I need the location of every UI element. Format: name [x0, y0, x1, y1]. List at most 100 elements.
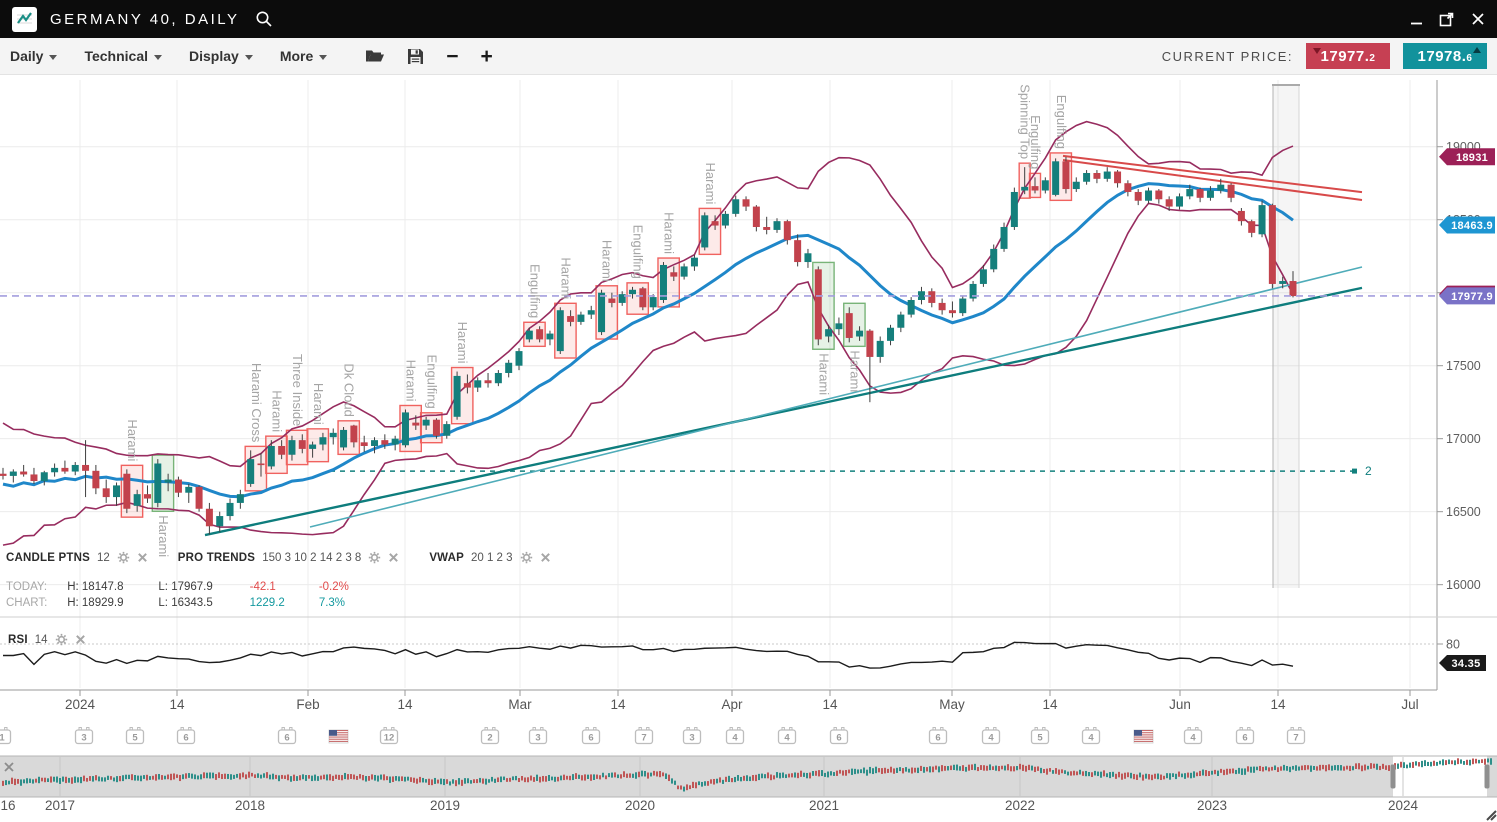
search-icon[interactable] — [255, 10, 273, 28]
calendar-event-icon[interactable] — [1030, 727, 1050, 745]
candle[interactable] — [381, 440, 389, 445]
candle[interactable] — [143, 494, 151, 499]
candle[interactable] — [102, 488, 110, 498]
candle[interactable] — [938, 302, 946, 311]
calendar-event-icon[interactable] — [777, 727, 797, 745]
candle[interactable] — [9, 471, 17, 476]
candle[interactable] — [1196, 189, 1204, 198]
candle[interactable] — [463, 383, 471, 388]
candle[interactable] — [959, 298, 967, 314]
navigator-close-icon[interactable] — [4, 762, 14, 772]
candle[interactable] — [804, 253, 812, 263]
zoom-in-button[interactable]: + — [480, 44, 493, 68]
candle[interactable] — [278, 445, 286, 455]
candle[interactable] — [814, 269, 822, 340]
calendar-event-icon[interactable] — [829, 727, 849, 745]
navigator-handle[interactable] — [1484, 764, 1490, 789]
candle[interactable] — [670, 272, 678, 277]
candle[interactable] — [71, 464, 79, 472]
candle[interactable] — [742, 199, 750, 207]
us-flag-icon[interactable] — [328, 729, 349, 744]
buy-price-button[interactable]: 17978. 6 — [1403, 43, 1487, 69]
candle[interactable] — [1000, 227, 1008, 249]
candle[interactable] — [763, 227, 771, 230]
gear-icon[interactable] — [55, 633, 68, 646]
candle[interactable] — [577, 314, 585, 322]
candle[interactable] — [701, 215, 709, 248]
candle[interactable] — [1021, 186, 1029, 191]
candle[interactable] — [1031, 186, 1039, 191]
calendar-event-icon[interactable] — [176, 727, 196, 745]
candle[interactable] — [309, 444, 317, 449]
candle[interactable] — [164, 479, 172, 483]
candle[interactable] — [1268, 205, 1276, 284]
calendar-event-icon[interactable] — [1235, 727, 1255, 745]
candle[interactable] — [195, 486, 203, 509]
gear-icon[interactable] — [368, 551, 381, 564]
calendar-event-icon[interactable] — [1183, 727, 1203, 745]
candle[interactable] — [979, 269, 987, 284]
us-flag-icon[interactable] — [1133, 729, 1154, 744]
candle[interactable] — [185, 486, 193, 493]
open-folder-icon[interactable] — [365, 48, 385, 64]
candle[interactable] — [907, 300, 915, 315]
candle[interactable] — [825, 329, 833, 337]
calendar-event-icon[interactable] — [1081, 727, 1101, 745]
candle[interactable] — [401, 412, 409, 446]
candle[interactable] — [1155, 190, 1163, 200]
calendar-event-icon[interactable] — [277, 727, 297, 745]
calendar-event-icon[interactable] — [634, 727, 654, 745]
candle[interactable] — [288, 440, 296, 455]
save-icon[interactable] — [407, 48, 424, 65]
candle[interactable] — [350, 425, 358, 443]
calendar-event-icon[interactable] — [125, 727, 145, 745]
candle[interactable] — [123, 473, 131, 509]
candle[interactable] — [608, 298, 616, 303]
candle[interactable] — [856, 330, 864, 337]
candle[interactable] — [226, 502, 234, 517]
candle[interactable] — [1052, 161, 1060, 195]
candle[interactable] — [1103, 171, 1111, 179]
candle[interactable] — [174, 479, 182, 493]
candle[interactable] — [505, 362, 513, 373]
candle[interactable] — [690, 257, 698, 267]
candle[interactable] — [1248, 221, 1256, 233]
candle[interactable] — [298, 440, 306, 449]
candle[interactable] — [866, 330, 874, 357]
candle[interactable] — [267, 445, 275, 467]
candle[interactable] — [515, 351, 523, 366]
candle[interactable] — [1165, 199, 1173, 207]
calendar-event-icon[interactable] — [74, 727, 94, 745]
candle[interactable] — [897, 314, 905, 328]
candle[interactable] — [1258, 205, 1266, 235]
candle[interactable] — [1010, 191, 1018, 228]
candle[interactable] — [618, 294, 626, 303]
gear-icon[interactable] — [117, 551, 130, 564]
candle[interactable] — [1217, 184, 1225, 191]
candle[interactable] — [51, 467, 59, 473]
minimize-icon[interactable] — [1410, 13, 1423, 26]
candle[interactable] — [546, 333, 554, 340]
candle[interactable] — [391, 438, 399, 445]
candle[interactable] — [412, 422, 420, 426]
candle[interactable] — [928, 291, 936, 303]
close-icon[interactable] — [137, 552, 148, 563]
candle[interactable] — [598, 292, 606, 333]
close-icon[interactable] — [388, 552, 399, 563]
candle[interactable] — [1041, 180, 1049, 191]
calendar-event-icon[interactable] — [581, 727, 601, 745]
menu-daily[interactable]: Daily — [10, 48, 58, 64]
candle[interactable] — [154, 463, 162, 503]
candle[interactable] — [257, 463, 265, 466]
candle[interactable] — [587, 310, 595, 315]
candle[interactable] — [484, 380, 492, 384]
calendar-event-icon[interactable] — [682, 727, 702, 745]
menu-more[interactable]: More — [280, 48, 328, 64]
candle[interactable] — [948, 310, 956, 314]
candle[interactable] — [30, 474, 38, 482]
calendar-event-icon[interactable] — [928, 727, 948, 745]
candle[interactable] — [371, 440, 379, 446]
candle[interactable] — [113, 485, 121, 498]
candle[interactable] — [1145, 190, 1153, 201]
candle[interactable] — [453, 375, 461, 417]
